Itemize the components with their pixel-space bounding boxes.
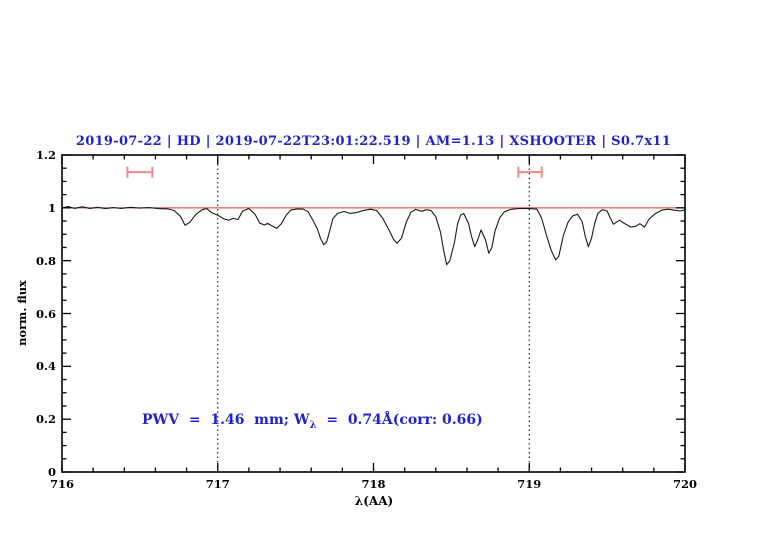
y-tick-label: 0.4 [35, 359, 56, 374]
pwv-annotation-post: = 0.74Å(corr: 0.66) [316, 412, 483, 428]
x-axis-label: λ(AA) [354, 494, 394, 508]
y-axis-tick-labels: 0 0.2 0.4 0.6 0.8 1 1.2 [0, 0, 56, 542]
pwv-annotation-sub: λ [309, 419, 317, 431]
y-tick-label: 0 [47, 465, 56, 479]
page-title: 2019-07-22 | HD | 2019-07-22T23:01:22.51… [75, 134, 672, 149]
x-tick-label: 717 [205, 477, 230, 491]
x-tick-label: 720 [672, 477, 698, 491]
y-tick-label: 0.2 [35, 412, 56, 427]
y-tick-label: 1 [47, 200, 56, 215]
x-tick-label: 719 [517, 477, 542, 491]
x-tick-label: 716 [49, 477, 75, 491]
y-tick-label: 0.8 [35, 253, 56, 268]
y-tick-label: 0.6 [35, 306, 56, 321]
pwv-annotation-pre: PWV = 1.46 mm; W [142, 412, 310, 428]
y-tick-label: 1.2 [35, 148, 56, 162]
pwv-annotation: PWV = 1.46 mm; Wλ = 0.74Å(corr: 0.66) [142, 412, 483, 431]
x-axis-tick-labels: 716 717 718 719 720 [0, 477, 782, 491]
x-tick-label: 718 [361, 477, 386, 491]
